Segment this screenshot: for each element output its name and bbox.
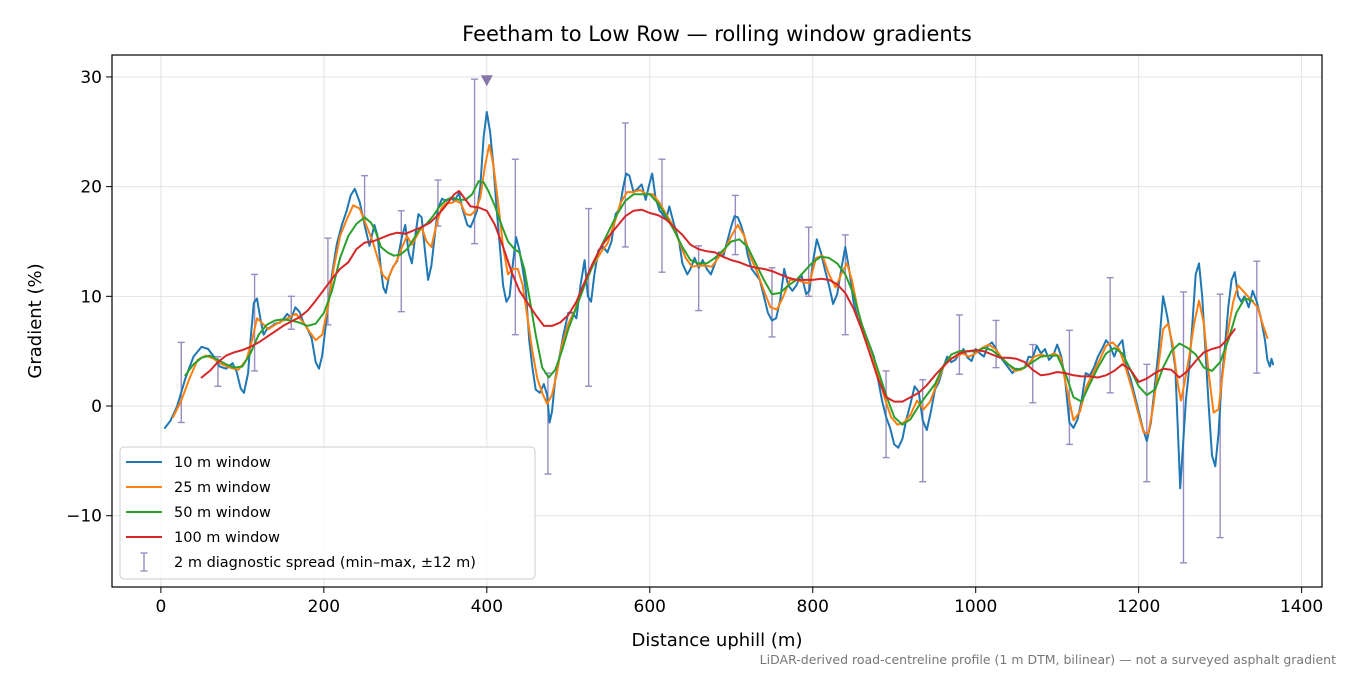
series-line xyxy=(164,111,1275,490)
series-lines xyxy=(164,111,1275,490)
legend-entry: 50 m window xyxy=(126,505,271,521)
spread-bar xyxy=(1029,343,1037,404)
spread-bar xyxy=(992,319,1000,369)
spread-bar xyxy=(1143,363,1151,483)
legend: 10 m window 25 m window 50 m window 100 m w… xyxy=(119,446,536,580)
annotation-markers xyxy=(480,75,493,87)
spread-bar xyxy=(1253,260,1261,374)
spread-bar xyxy=(287,295,295,330)
y-tick-label: 10 xyxy=(80,287,102,307)
legend-entry: 10 m window xyxy=(126,455,271,471)
x-tick-label: 1200 xyxy=(1117,597,1160,617)
y-axis-ticks: −10 0 10 20 30 xyxy=(66,68,112,527)
legend-label: 2 m diagnostic spread (min–max, ±12 m) xyxy=(174,555,476,571)
peak-marker-icon xyxy=(480,75,493,87)
series-line xyxy=(200,190,1236,403)
spread-bar xyxy=(177,341,185,424)
legend-label: 50 m window xyxy=(174,505,271,521)
legend-label: 25 m window xyxy=(174,480,271,496)
spread-bar xyxy=(731,194,739,256)
grid xyxy=(112,55,1322,587)
chart-title: Feetham to Low Row — rolling window grad… xyxy=(462,22,972,46)
x-tick-label: 0 xyxy=(155,597,166,617)
spread-bar xyxy=(397,210,405,313)
spread-bar xyxy=(621,122,629,248)
y-tick-label: −10 xyxy=(66,507,102,527)
x-axis-label: Distance uphill (m) xyxy=(632,630,803,651)
y-axis-label: Gradient (%) xyxy=(25,263,46,378)
series-line xyxy=(184,180,1254,426)
spread-bar xyxy=(658,158,666,273)
spread-bar xyxy=(768,267,776,338)
spread-bar xyxy=(1106,276,1114,394)
x-axis-ticks: 0 200 400 600 800 1000 1200 1400 xyxy=(155,587,1323,617)
spread-bar xyxy=(695,245,703,312)
y-tick-label: 0 xyxy=(91,397,102,417)
legend-label: 100 m window xyxy=(174,530,280,546)
y-tick-label: 30 xyxy=(80,68,102,88)
plot-frame xyxy=(111,54,1323,588)
x-tick-label: 1000 xyxy=(954,597,997,617)
y-tick-label: 20 xyxy=(80,178,102,198)
diagnostic-spread-bars xyxy=(177,78,1261,564)
spread-bar xyxy=(805,226,813,298)
x-tick-label: 800 xyxy=(797,597,829,617)
spread-bar xyxy=(919,378,927,483)
legend-entry: 100 m window xyxy=(126,530,280,546)
footnote: LiDAR-derived road-centreline profile (1… xyxy=(760,652,1336,667)
x-tick-label: 600 xyxy=(634,597,666,617)
spread-bar xyxy=(955,314,963,375)
series-line xyxy=(172,143,1269,435)
legend-entry: 2 m diagnostic spread (min–max, ±12 m) xyxy=(140,552,476,572)
x-tick-label: 1400 xyxy=(1280,597,1323,617)
legend-label: 10 m window xyxy=(174,455,271,471)
x-tick-label: 200 xyxy=(308,597,340,617)
legend-entry: 25 m window xyxy=(126,480,271,496)
x-tick-label: 400 xyxy=(471,597,503,617)
legend-box xyxy=(119,446,536,580)
spread-bar xyxy=(251,273,259,372)
